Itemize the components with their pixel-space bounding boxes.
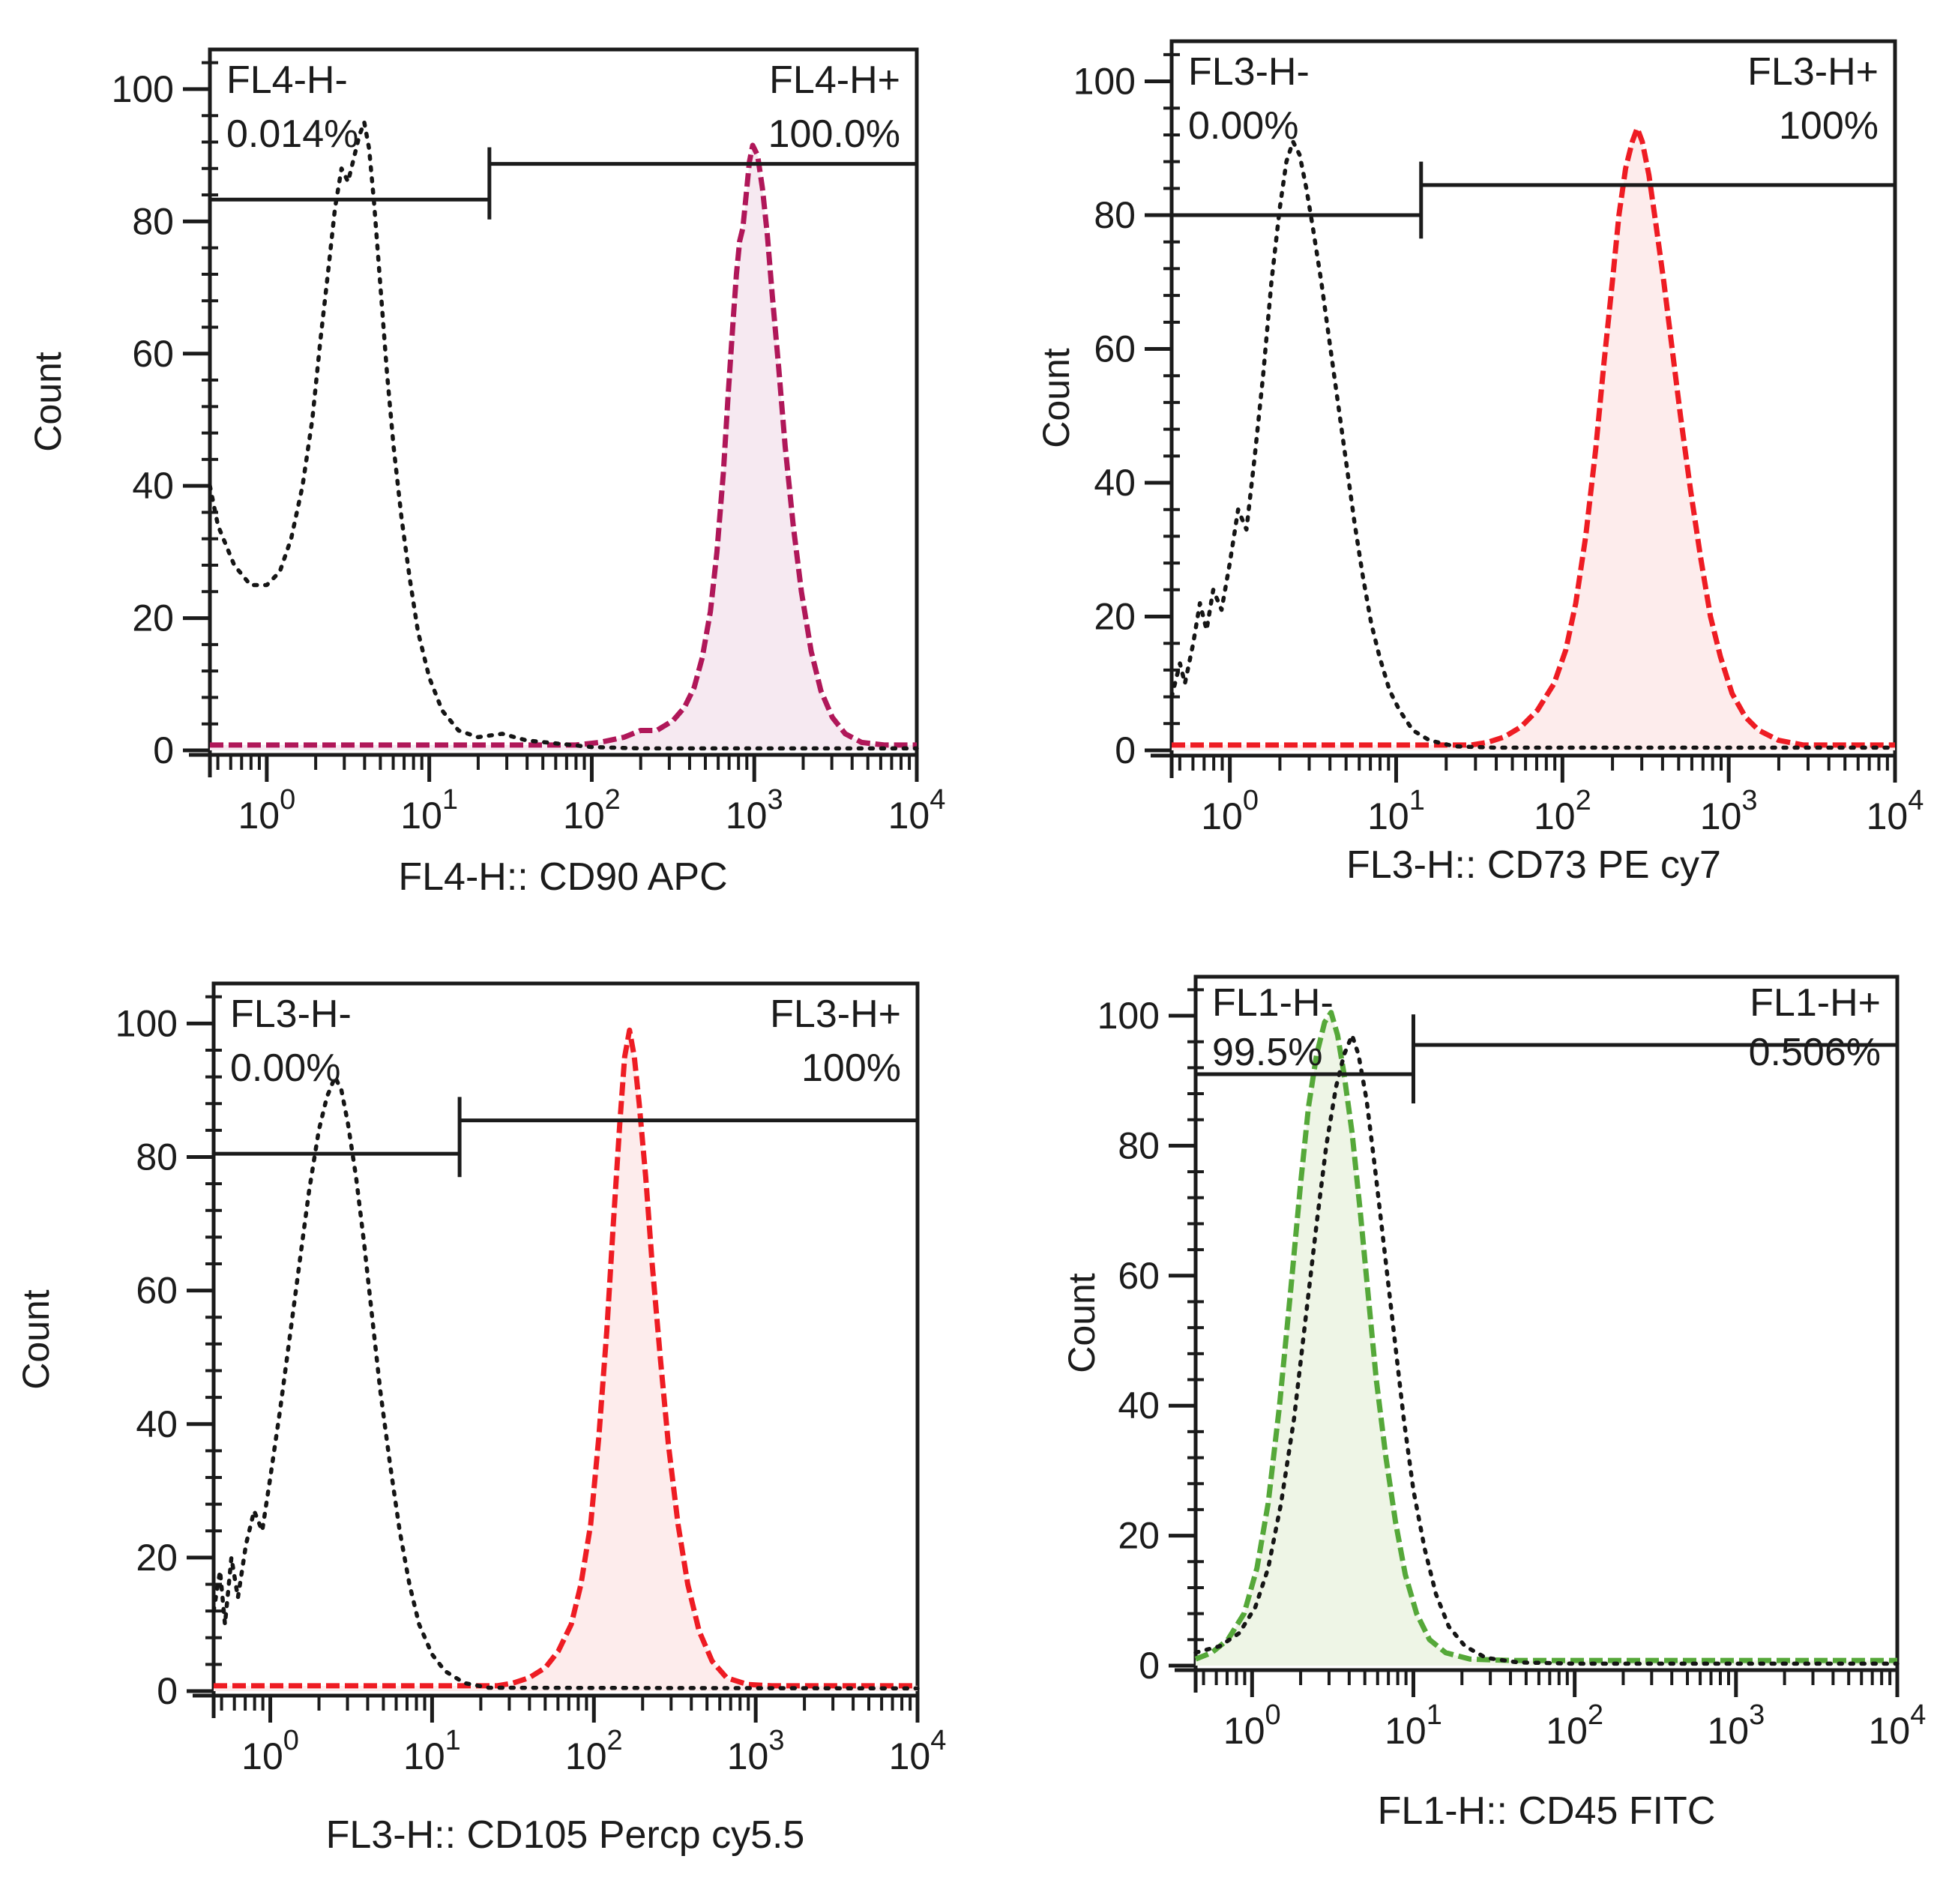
series-fill-CD73-PE-cy7 [1172,128,1895,750]
x-tick-label: 100 [238,784,295,837]
y-axis-title-cd73: Count [1035,348,1077,448]
positive-gate-percentage: 100% [1779,104,1879,148]
plot-box [208,47,919,757]
positive-gate-label: FL3-H+ [770,992,901,1036]
y-tick-label: 100 [115,1002,178,1044]
x-tick-label: 101 [403,1725,461,1777]
y-tick-label: 20 [132,597,174,639]
negative-gate-percentage: 99.5% [1212,1031,1322,1074]
x-tick-label: 103 [726,784,783,837]
negative-gate-percentage: 0.00% [1188,104,1298,148]
y-tick-label: 40 [136,1403,178,1445]
series-fill-CD105-Percp-cy5.5 [214,1030,918,1691]
y-axis-title-cd90: Count [27,352,69,452]
x-tick-label: 102 [1546,1699,1603,1752]
x-tick-label: 101 [1367,785,1425,837]
series-line-unstained-control [1169,139,1897,750]
x-tick-label: 101 [400,784,458,837]
y-tick-label: 20 [136,1537,178,1579]
negative-gate-label: FL4-H- [226,58,348,102]
y-tick-label: 80 [136,1136,178,1178]
negative-gate-label: FL1-H- [1212,981,1334,1025]
y-axis-title-cd45: Count [1061,1273,1103,1373]
y-tick-label: 80 [1118,1124,1160,1166]
x-tick-label: 100 [241,1725,299,1777]
y-tick-label: 80 [132,200,174,242]
plot-box [211,981,920,1698]
x-tick-label: 102 [563,784,621,837]
negative-gate-percentage: 0.014% [226,112,358,156]
series-line-CD73-PE-cy7 [1172,125,1895,748]
y-tick-label: 100 [112,68,174,110]
y-tick-label: 40 [132,465,174,507]
series-fill-CD90-APC [210,145,917,750]
series-line-CD45-FITC [1194,1010,1897,1663]
histogram-panel-cd90-apc: 0 20 40 60 80 100 100 101 102 103 104 FL4-H- 0.014% F… [112,47,946,837]
negative-gate-percentage: 0.00% [230,1046,340,1090]
positive-gate-label: FL3-H+ [1747,50,1879,94]
y-tick-label: 40 [1118,1385,1160,1427]
x-tick-label: 103 [1707,1699,1765,1752]
y-tick-label: 60 [1094,328,1136,370]
plot-box [1193,974,1900,1672]
histogram-panel-cd73-pe-cy7: 0 20 40 60 80 100 100 101 102 103 104 FL3-H- 0.00% FL… [1073,39,1924,837]
positive-gate-label: FL4-H+ [769,58,900,102]
y-tick-label: 40 [1094,462,1136,504]
x-tick-label: 103 [1700,785,1758,837]
negative-gate-label: FL3-H- [1188,50,1310,94]
series-line-unstained-control [211,1074,920,1691]
y-tick-label: 0 [1115,729,1136,771]
x-tick-label: 103 [727,1725,785,1777]
y-tick-label: 0 [157,1670,178,1712]
y-tick-label: 20 [1094,596,1136,638]
positive-gate-percentage: 100% [801,1046,901,1090]
positive-gate-percentage: 0.506% [1749,1031,1881,1074]
x-tick-label: 100 [1201,785,1259,837]
y-tick-label: 0 [153,729,174,771]
series-line-CD105-Percp-cy5.5 [214,1027,918,1689]
histogram-panel-cd45-fitc: 0 20 40 60 80 100 100 101 102 103 104 FL1-H- 99.5% FL… [1097,974,1927,1752]
y-tick-label: 100 [1073,61,1136,103]
x-tick-label: 104 [1869,1699,1927,1752]
histogram-panel-cd105-percp-cy55: 0 20 40 60 80 100 100 101 102 103 104 FL3-H- 0.00% FL… [115,981,947,1777]
series-line-unstained-control [1193,1033,1900,1666]
y-tick-label: 100 [1097,995,1160,1037]
plot-box [1169,39,1897,758]
y-tick-label: 0 [1139,1645,1160,1687]
x-axis-title-cd105: FL3-H:: CD105 Percp cy5.5 [325,1813,805,1857]
y-tick-label: 80 [1094,194,1136,236]
positive-gate-label: FL1-H+ [1750,981,1881,1025]
x-tick-label: 102 [565,1725,623,1777]
x-axis-title-cd90: FL4-H:: CD90 APC [398,855,728,899]
series-line-CD90-APC [210,142,917,748]
x-tick-label: 104 [889,1725,947,1777]
positive-gate-percentage: 100.0% [768,112,900,156]
series-line-unstained-control [208,120,919,751]
negative-gate-label: FL3-H- [230,992,352,1036]
x-tick-label: 101 [1385,1699,1442,1752]
x-tick-label: 102 [1534,785,1591,837]
y-tick-label: 60 [132,333,174,375]
x-tick-label: 104 [1867,785,1924,837]
y-axis-title-cd105: Count [15,1289,57,1390]
x-axis-title-cd73: FL3-H:: CD73 PE cy7 [1346,843,1721,887]
x-tick-label: 104 [888,784,946,837]
series-fill-CD45-FITC [1196,1012,1897,1666]
y-tick-label: 20 [1118,1515,1160,1557]
y-tick-label: 60 [1118,1255,1160,1297]
x-axis-title-cd45: FL1-H:: CD45 FITC [1377,1789,1716,1833]
y-tick-label: 60 [136,1270,178,1312]
x-tick-label: 100 [1223,1699,1281,1752]
